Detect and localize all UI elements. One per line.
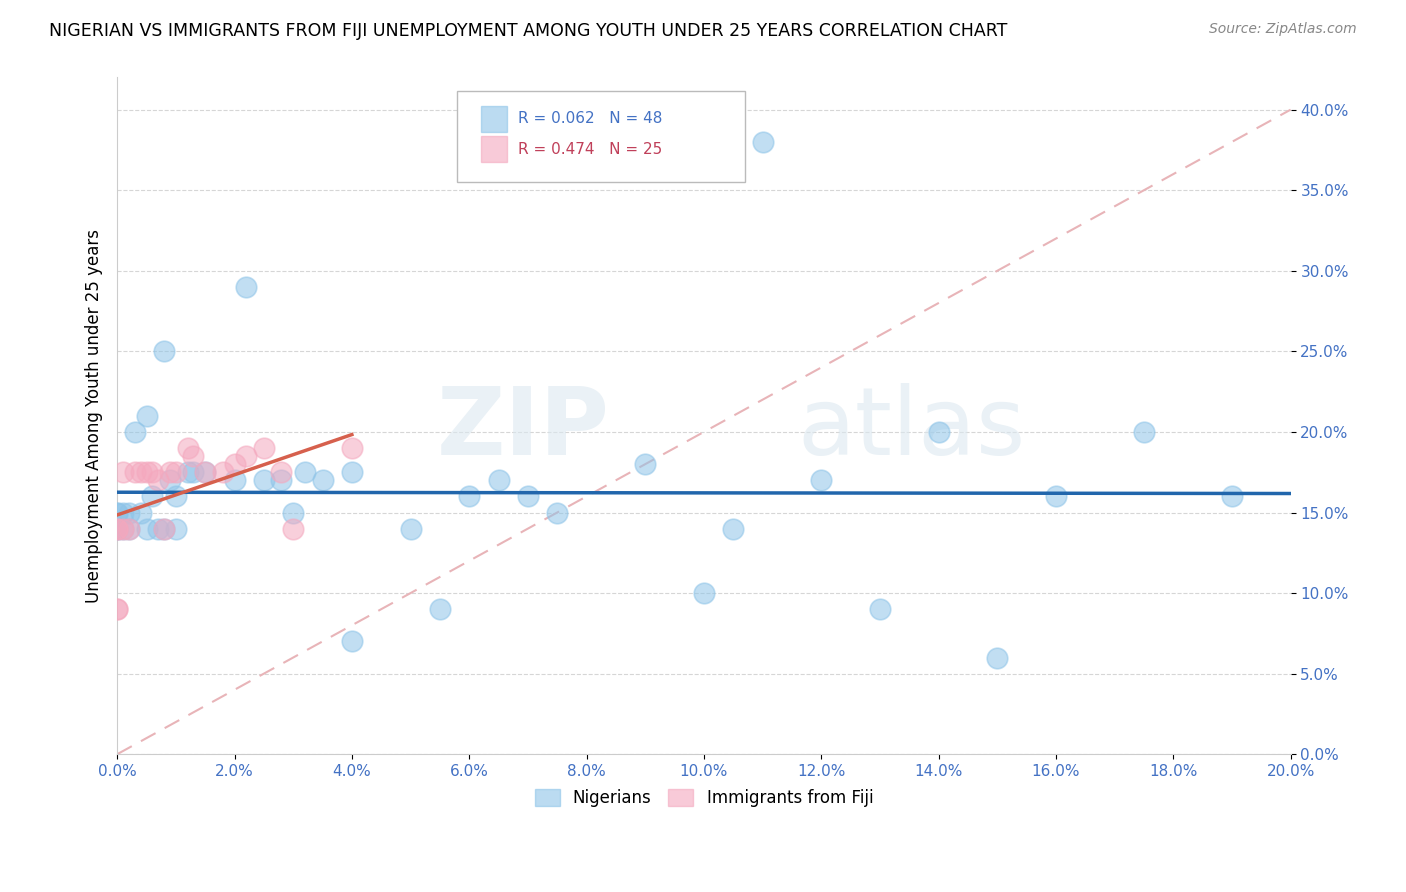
Point (118, 522, 141, 536)
Text: R = 0.474   N = 25: R = 0.474 N = 25 (519, 142, 662, 157)
Point (928, 425, 950, 439)
Text: NIGERIAN VS IMMIGRANTS FROM FIJI UNEMPLOYMENT AMONG YOUTH UNDER 25 YEARS CORRELA: NIGERIAN VS IMMIGRANTS FROM FIJI UNEMPLO… (49, 22, 1008, 40)
Point (488, 473, 510, 487)
Point (235, 449, 257, 463)
Point (112, 522, 135, 536)
Point (105, 522, 128, 536)
Point (693, 586, 716, 600)
Point (634, 457, 657, 471)
Point (340, 634, 363, 648)
Point (721, 522, 744, 536)
Point (148, 473, 170, 487)
Point (340, 465, 363, 479)
Point (869, 602, 891, 616)
Point (1133, 425, 1156, 439)
Text: Source: ZipAtlas.com: Source: ZipAtlas.com (1209, 22, 1357, 37)
Point (153, 344, 176, 359)
Point (105, 602, 128, 616)
Point (153, 522, 176, 536)
Point (211, 465, 233, 479)
Text: atlas: atlas (797, 384, 1026, 475)
Point (429, 602, 451, 616)
Point (283, 522, 305, 536)
Point (253, 473, 276, 487)
Point (253, 441, 276, 455)
Point (141, 465, 163, 479)
Point (194, 465, 217, 479)
Point (986, 650, 1008, 665)
Point (105, 522, 128, 536)
Point (129, 506, 152, 520)
Point (118, 506, 141, 520)
Point (105, 522, 128, 536)
Point (165, 522, 187, 536)
Point (165, 465, 187, 479)
Point (810, 473, 832, 487)
Point (105, 522, 128, 536)
Point (124, 465, 146, 479)
Text: R = 0.062   N = 48: R = 0.062 N = 48 (519, 112, 662, 127)
Point (224, 457, 246, 471)
FancyBboxPatch shape (481, 136, 506, 162)
Point (311, 473, 333, 487)
Point (1220, 489, 1243, 503)
Point (105, 602, 128, 616)
Point (112, 522, 135, 536)
Point (176, 441, 198, 455)
Point (224, 473, 246, 487)
Point (1045, 489, 1067, 503)
Point (105, 506, 128, 520)
Point (270, 473, 292, 487)
Text: ZIP: ZIP (437, 384, 610, 475)
Point (458, 489, 481, 503)
FancyBboxPatch shape (481, 106, 506, 132)
Y-axis label: Unemployment Among Youth under 25 years: Unemployment Among Youth under 25 years (86, 229, 103, 603)
Point (751, 135, 773, 149)
Point (283, 506, 305, 520)
Point (183, 465, 205, 479)
Point (141, 489, 163, 503)
Point (340, 441, 363, 455)
Point (118, 522, 141, 536)
Legend: Nigerians, Immigrants from Fiji: Nigerians, Immigrants from Fiji (527, 782, 880, 814)
Point (235, 280, 257, 294)
Point (124, 425, 146, 439)
Point (105, 506, 128, 520)
Point (148, 522, 170, 536)
Point (135, 409, 157, 423)
Point (399, 522, 422, 536)
Point (176, 465, 198, 479)
Point (159, 473, 181, 487)
Point (270, 465, 292, 479)
Point (112, 465, 135, 479)
Point (165, 489, 187, 503)
Point (129, 465, 152, 479)
Point (516, 489, 538, 503)
Point (546, 506, 568, 520)
Point (294, 465, 316, 479)
Point (159, 465, 181, 479)
Point (135, 465, 157, 479)
Point (183, 449, 205, 463)
FancyBboxPatch shape (457, 91, 745, 182)
Point (112, 506, 135, 520)
Point (135, 522, 157, 536)
Point (153, 522, 176, 536)
Point (194, 465, 217, 479)
